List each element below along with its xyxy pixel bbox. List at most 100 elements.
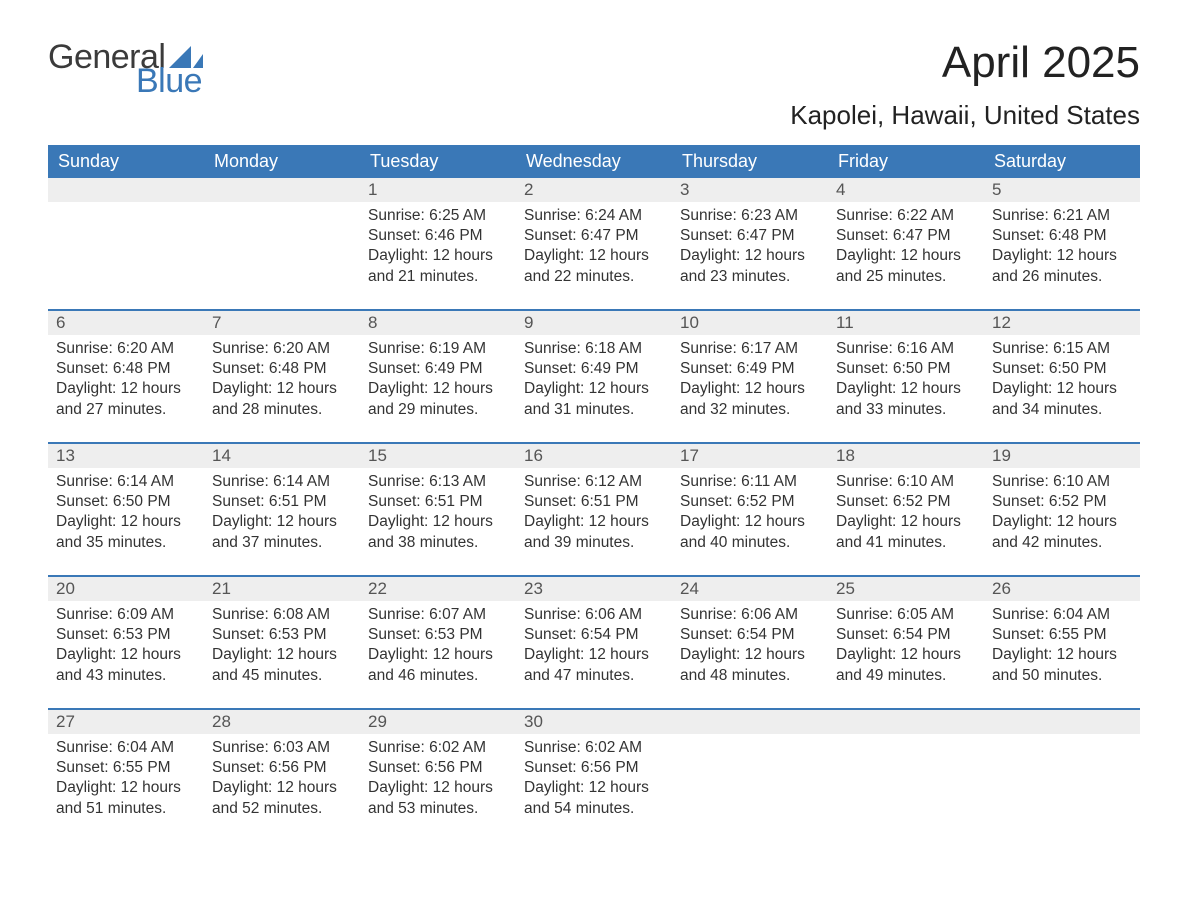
daylight-line: Daylight: 12 hours and 40 minutes.: [680, 512, 820, 552]
day-body-cell: [828, 734, 984, 842]
daylight-line: Daylight: 12 hours and 26 minutes.: [992, 246, 1132, 286]
day-header: Wednesday: [516, 145, 672, 178]
day-number-cell: 5: [984, 178, 1140, 202]
day-body-cell: Sunrise: 6:14 AMSunset: 6:50 PMDaylight:…: [48, 468, 204, 576]
day-body-cell: Sunrise: 6:04 AMSunset: 6:55 PMDaylight:…: [48, 734, 204, 842]
logo-text-blue: Blue: [136, 64, 203, 98]
title-block: April 2025 Kapolei, Hawaii, United State…: [790, 40, 1140, 131]
day-header: Monday: [204, 145, 360, 178]
sunrise-line: Sunrise: 6:15 AM: [992, 339, 1132, 359]
sunset-line: Sunset: 6:50 PM: [836, 359, 976, 379]
sunset-line: Sunset: 6:52 PM: [680, 492, 820, 512]
daylight-line: Daylight: 12 hours and 38 minutes.: [368, 512, 508, 552]
day-number-cell: 3: [672, 178, 828, 202]
day-body-cell: Sunrise: 6:18 AMSunset: 6:49 PMDaylight:…: [516, 335, 672, 443]
sunset-line: Sunset: 6:49 PM: [524, 359, 664, 379]
day-number-cell: 4: [828, 178, 984, 202]
day-header: Saturday: [984, 145, 1140, 178]
sunset-line: Sunset: 6:56 PM: [524, 758, 664, 778]
day-body-cell: Sunrise: 6:07 AMSunset: 6:53 PMDaylight:…: [360, 601, 516, 709]
day-header: Tuesday: [360, 145, 516, 178]
day-number-cell: 22: [360, 576, 516, 601]
day-header: Sunday: [48, 145, 204, 178]
sunrise-line: Sunrise: 6:18 AM: [524, 339, 664, 359]
sunset-line: Sunset: 6:47 PM: [836, 226, 976, 246]
sunset-line: Sunset: 6:55 PM: [56, 758, 196, 778]
day-body-cell: Sunrise: 6:02 AMSunset: 6:56 PMDaylight:…: [516, 734, 672, 842]
sunrise-line: Sunrise: 6:21 AM: [992, 206, 1132, 226]
day-number-row: 20212223242526: [48, 576, 1140, 601]
day-body-cell: Sunrise: 6:09 AMSunset: 6:53 PMDaylight:…: [48, 601, 204, 709]
sunrise-line: Sunrise: 6:10 AM: [836, 472, 976, 492]
daylight-line: Daylight: 12 hours and 54 minutes.: [524, 778, 664, 818]
day-body-cell: [204, 202, 360, 310]
day-number-cell: [672, 709, 828, 734]
day-body-cell: [984, 734, 1140, 842]
daylight-line: Daylight: 12 hours and 28 minutes.: [212, 379, 352, 419]
day-body-cell: Sunrise: 6:24 AMSunset: 6:47 PMDaylight:…: [516, 202, 672, 310]
sunset-line: Sunset: 6:56 PM: [212, 758, 352, 778]
day-body-cell: Sunrise: 6:11 AMSunset: 6:52 PMDaylight:…: [672, 468, 828, 576]
day-body-cell: Sunrise: 6:08 AMSunset: 6:53 PMDaylight:…: [204, 601, 360, 709]
sunset-line: Sunset: 6:50 PM: [56, 492, 196, 512]
sunrise-line: Sunrise: 6:13 AM: [368, 472, 508, 492]
sunrise-line: Sunrise: 6:17 AM: [680, 339, 820, 359]
daylight-line: Daylight: 12 hours and 29 minutes.: [368, 379, 508, 419]
sunset-line: Sunset: 6:48 PM: [992, 226, 1132, 246]
day-body-cell: Sunrise: 6:16 AMSunset: 6:50 PMDaylight:…: [828, 335, 984, 443]
day-body-cell: Sunrise: 6:14 AMSunset: 6:51 PMDaylight:…: [204, 468, 360, 576]
daylight-line: Daylight: 12 hours and 43 minutes.: [56, 645, 196, 685]
sunset-line: Sunset: 6:54 PM: [524, 625, 664, 645]
sunset-line: Sunset: 6:53 PM: [368, 625, 508, 645]
month-title: April 2025: [790, 40, 1140, 86]
daylight-line: Daylight: 12 hours and 42 minutes.: [992, 512, 1132, 552]
sunset-line: Sunset: 6:51 PM: [524, 492, 664, 512]
day-number-cell: [984, 709, 1140, 734]
day-body-cell: Sunrise: 6:21 AMSunset: 6:48 PMDaylight:…: [984, 202, 1140, 310]
day-number-cell: 6: [48, 310, 204, 335]
sunset-line: Sunset: 6:51 PM: [212, 492, 352, 512]
day-number-row: 12345: [48, 178, 1140, 202]
day-number-cell: 29: [360, 709, 516, 734]
day-body-cell: Sunrise: 6:15 AMSunset: 6:50 PMDaylight:…: [984, 335, 1140, 443]
sunset-line: Sunset: 6:53 PM: [56, 625, 196, 645]
day-body-row: Sunrise: 6:09 AMSunset: 6:53 PMDaylight:…: [48, 601, 1140, 709]
day-number-cell: 7: [204, 310, 360, 335]
daylight-line: Daylight: 12 hours and 46 minutes.: [368, 645, 508, 685]
day-body-cell: Sunrise: 6:03 AMSunset: 6:56 PMDaylight:…: [204, 734, 360, 842]
day-number-cell: 17: [672, 443, 828, 468]
day-body-cell: Sunrise: 6:17 AMSunset: 6:49 PMDaylight:…: [672, 335, 828, 443]
day-number-cell: 13: [48, 443, 204, 468]
day-body-cell: Sunrise: 6:20 AMSunset: 6:48 PMDaylight:…: [48, 335, 204, 443]
day-number-cell: 24: [672, 576, 828, 601]
daylight-line: Daylight: 12 hours and 25 minutes.: [836, 246, 976, 286]
sunset-line: Sunset: 6:52 PM: [992, 492, 1132, 512]
location-subtitle: Kapolei, Hawaii, United States: [790, 100, 1140, 131]
day-body-cell: Sunrise: 6:20 AMSunset: 6:48 PMDaylight:…: [204, 335, 360, 443]
day-number-cell: 8: [360, 310, 516, 335]
day-number-cell: 10: [672, 310, 828, 335]
day-body-cell: [672, 734, 828, 842]
header: General Blue April 2025 Kapolei, Hawaii,…: [48, 40, 1140, 131]
day-number-row: 6789101112: [48, 310, 1140, 335]
sunset-line: Sunset: 6:48 PM: [212, 359, 352, 379]
daylight-line: Daylight: 12 hours and 39 minutes.: [524, 512, 664, 552]
day-number-cell: [48, 178, 204, 202]
day-number-cell: 19: [984, 443, 1140, 468]
sunrise-line: Sunrise: 6:19 AM: [368, 339, 508, 359]
day-body-cell: Sunrise: 6:19 AMSunset: 6:49 PMDaylight:…: [360, 335, 516, 443]
sunset-line: Sunset: 6:47 PM: [680, 226, 820, 246]
sunrise-line: Sunrise: 6:10 AM: [992, 472, 1132, 492]
daylight-line: Daylight: 12 hours and 31 minutes.: [524, 379, 664, 419]
sunset-line: Sunset: 6:49 PM: [368, 359, 508, 379]
day-number-row: 27282930: [48, 709, 1140, 734]
sunrise-line: Sunrise: 6:06 AM: [680, 605, 820, 625]
daylight-line: Daylight: 12 hours and 33 minutes.: [836, 379, 976, 419]
daylight-line: Daylight: 12 hours and 51 minutes.: [56, 778, 196, 818]
daylight-line: Daylight: 12 hours and 41 minutes.: [836, 512, 976, 552]
sunrise-line: Sunrise: 6:16 AM: [836, 339, 976, 359]
sunrise-line: Sunrise: 6:24 AM: [524, 206, 664, 226]
day-number-cell: 14: [204, 443, 360, 468]
day-number-cell: [828, 709, 984, 734]
daylight-line: Daylight: 12 hours and 53 minutes.: [368, 778, 508, 818]
